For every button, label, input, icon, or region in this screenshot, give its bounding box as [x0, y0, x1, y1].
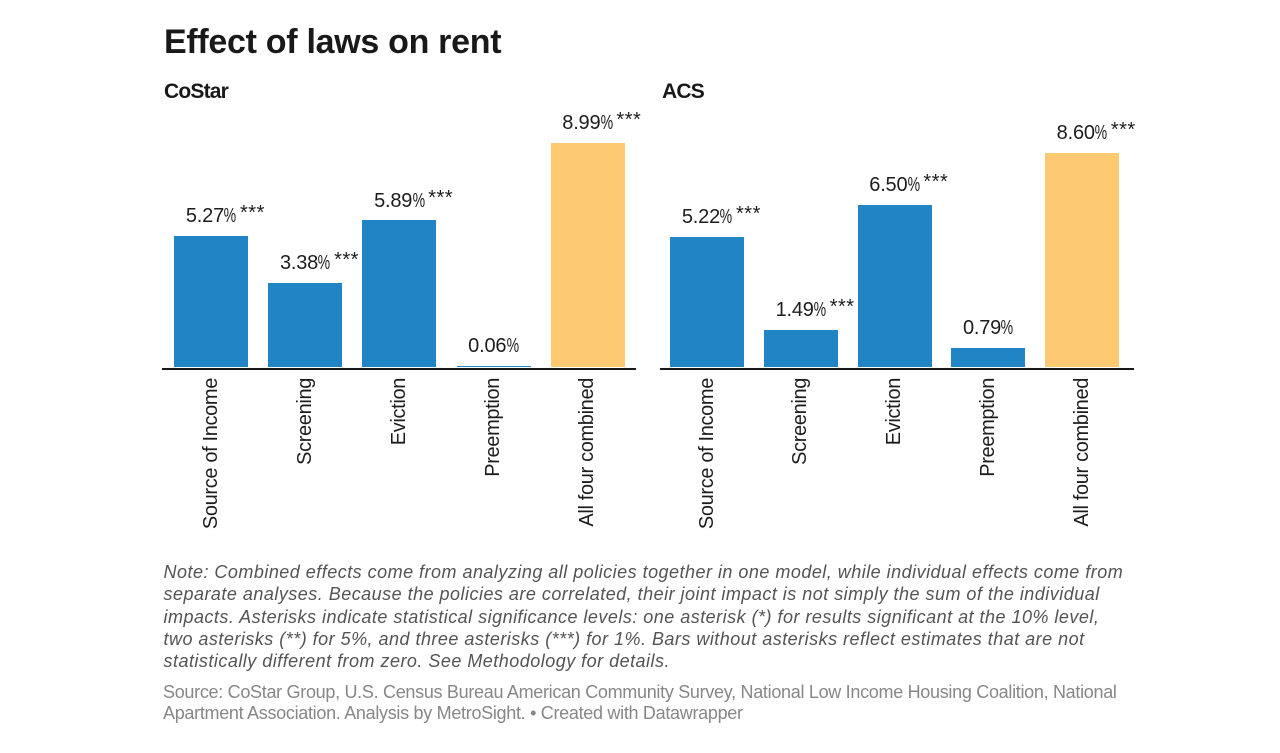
value-label: 6.50% ***	[869, 171, 949, 197]
value-label: 5.22% ***	[681, 203, 761, 229]
panel-label-costar: CoStar	[164, 80, 229, 103]
value-label: 0.79%	[962, 316, 1014, 339]
significance-stars: ***	[829, 296, 855, 319]
bar-acs-screening	[763, 330, 838, 368]
tick-label: Eviction	[883, 377, 906, 445]
significance-stars: ***	[334, 249, 359, 272]
value-label: 0.06%	[468, 335, 519, 358]
panel-acs: ACS 5.22% *** Source of Income 1.49% *** Scree…	[660, 0, 1136, 560]
value-label: 5.89% ***	[374, 186, 454, 212]
percent-sign: %	[224, 205, 237, 228]
bar-acs-eviction	[857, 205, 932, 368]
significance-stars: ***	[736, 203, 761, 226]
tick-label: Screening	[789, 377, 812, 465]
significance-stars: ***	[240, 202, 265, 225]
percent-sign: %	[318, 252, 331, 275]
x-axis-line	[162, 367, 636, 370]
value-label: 1.49% ***	[775, 296, 855, 322]
bar-costar-screening	[268, 283, 343, 368]
percent-sign: %	[1094, 121, 1108, 144]
percent-sign: %	[907, 174, 920, 197]
bar-costar-source-of-income	[174, 235, 249, 368]
percent-sign: %	[600, 112, 613, 135]
bar-costar-all-four-combined	[550, 143, 625, 368]
percent-sign: %	[813, 299, 827, 322]
percent-sign: %	[1001, 316, 1014, 339]
tick-label: Screening	[293, 377, 316, 465]
panel-costar: CoStar 5.27% *** Source of Income 3.38% *** Sc…	[162, 0, 642, 560]
tick-label: Eviction	[387, 377, 410, 445]
value-label: 3.38% ***	[279, 249, 359, 275]
tick-label: Source of Income	[695, 377, 718, 529]
chart-source: Source: CoStar Group, U.S. Census Bureau…	[163, 681, 1117, 723]
tick-label: Preemption	[976, 377, 999, 477]
panel-label-acs: ACS	[662, 80, 705, 103]
significance-stars: ***	[923, 171, 949, 194]
value-label: 8.99% ***	[562, 109, 642, 135]
x-axis-line	[660, 367, 1134, 370]
bar-acs-all-four-combined	[1045, 152, 1119, 368]
tick-label: Source of Income	[199, 377, 222, 529]
chart-note: Note: Combined effects come from analyzi…	[163, 562, 1124, 672]
bar-acs-preemption	[951, 347, 1026, 368]
percent-sign: %	[412, 189, 425, 212]
significance-stars: ***	[616, 109, 642, 132]
bar-acs-source-of-income	[670, 237, 745, 368]
value-label: 8.60% ***	[1056, 118, 1136, 144]
tick-label: All four combined	[576, 377, 599, 527]
percent-sign: %	[506, 335, 519, 358]
bar-costar-preemption	[456, 366, 531, 368]
bar-costar-eviction	[362, 220, 437, 368]
chart-title: Effect of laws on rent	[164, 23, 502, 61]
significance-stars: ***	[428, 186, 454, 209]
significance-stars: ***	[1110, 118, 1136, 141]
tick-label: All four combined	[1070, 377, 1093, 527]
percent-sign: %	[720, 206, 733, 229]
value-label: 5.27% ***	[185, 202, 265, 228]
tick-label: Preemption	[482, 377, 504, 477]
